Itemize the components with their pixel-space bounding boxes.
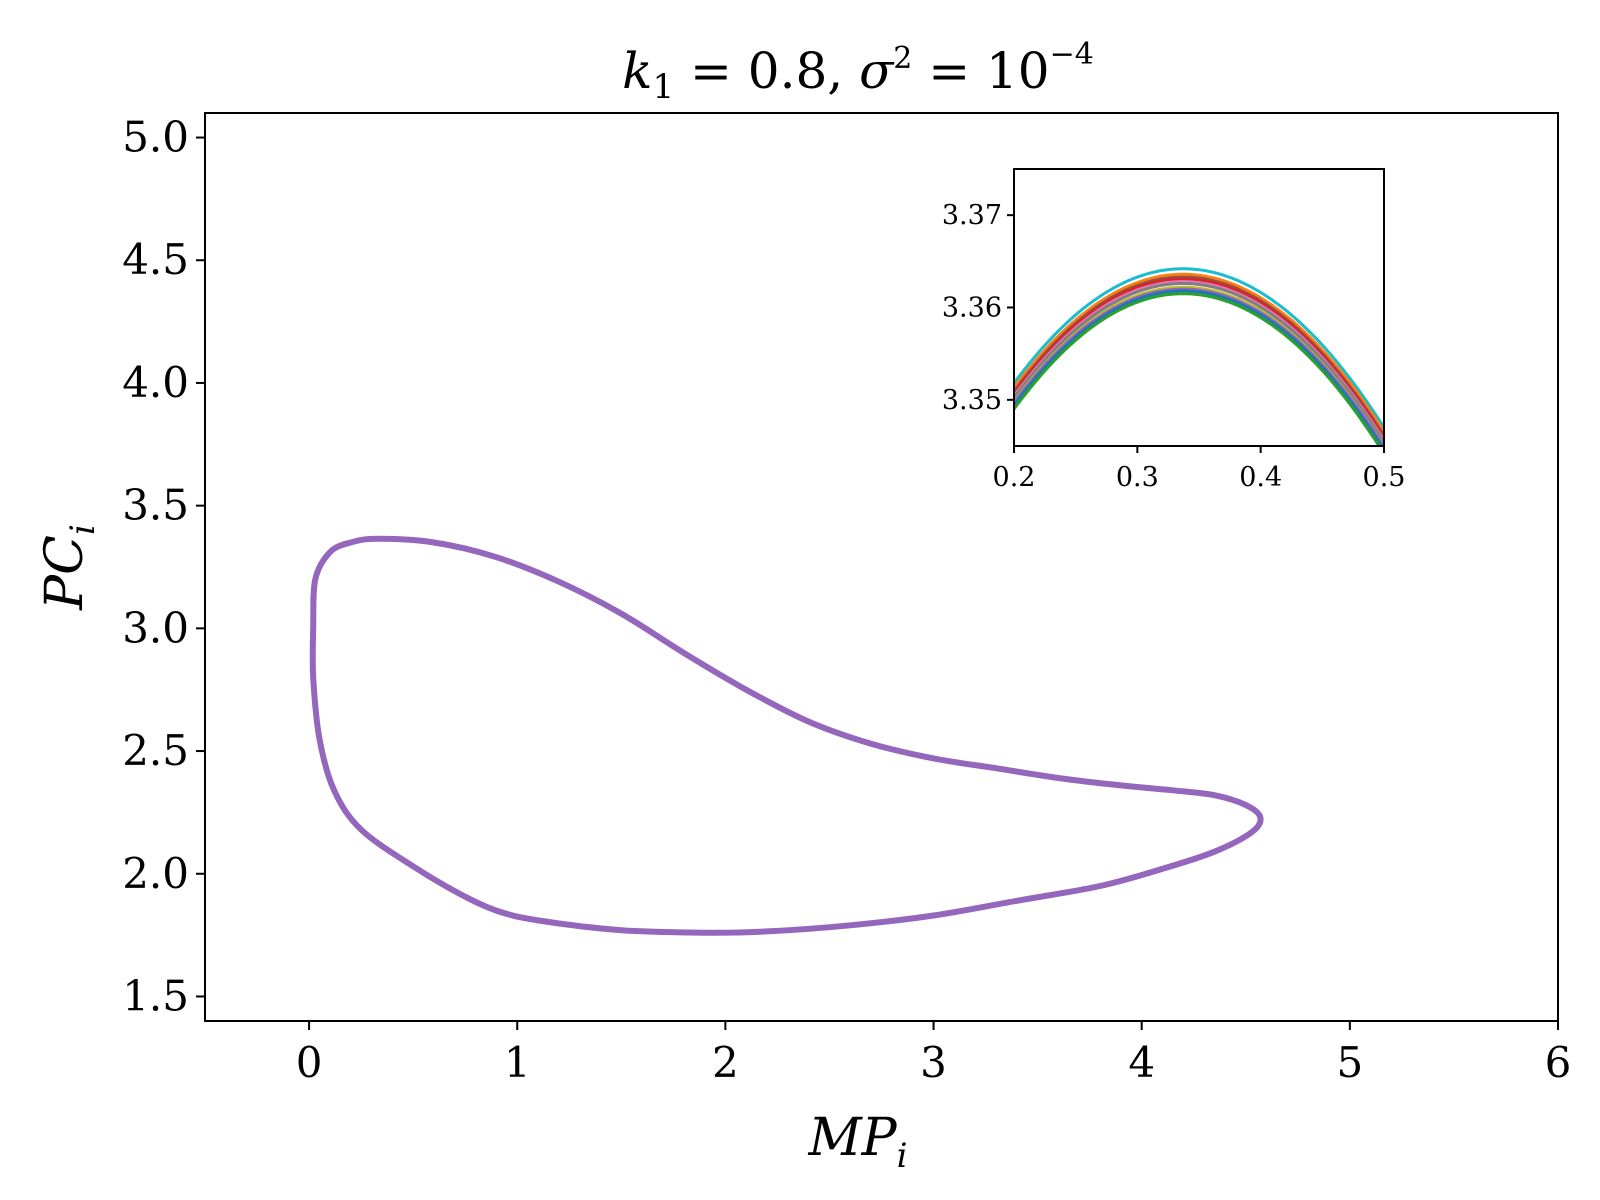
main-y-tick-label: 4.0 xyxy=(122,358,189,407)
main-x-tick-label: 0 xyxy=(296,1038,323,1087)
main-x-tick-label: 2 xyxy=(712,1038,739,1087)
title-sigma: σ xyxy=(859,42,895,100)
main-series-line xyxy=(309,535,1264,936)
main-y-tick-label: 4.5 xyxy=(122,235,189,284)
title-exponent: −4 xyxy=(1050,37,1094,72)
chart-title: k1 = 0.8, σ2 = 10−4 xyxy=(622,37,1094,107)
main-plot-area: 0 1 2 3 4 5 6 1.5 2.0 2.5 3.0 3.5 4.0 4.5 5.0 xyxy=(122,112,1572,1087)
y-axis-label-main: PC xyxy=(35,535,95,611)
main-x-ticks: 0 1 2 3 4 5 6 xyxy=(296,1021,1572,1087)
title-k-value: = 0.8, xyxy=(674,42,859,100)
main-x-tick-label: 4 xyxy=(1128,1038,1155,1087)
main-y-ticks: 1.5 2.0 2.5 3.0 3.5 4.0 4.5 5.0 xyxy=(122,113,205,1020)
main-y-tick-label: 2.5 xyxy=(122,726,189,775)
inset-x-tick-label: 0.4 xyxy=(1239,462,1282,493)
main-y-tick-label: 5.0 xyxy=(122,113,189,162)
title-k: k xyxy=(622,42,652,100)
inset-y-tick-label: 3.35 xyxy=(942,385,1002,416)
x-axis-label-subscript: i xyxy=(897,1136,908,1176)
main-x-tick-label: 6 xyxy=(1545,1038,1572,1087)
title-sigma-superscript: 2 xyxy=(893,41,912,76)
inset-series-line xyxy=(1014,272,1384,435)
x-axis-label: MPi xyxy=(807,1108,907,1176)
inset-series-line xyxy=(1014,267,1384,431)
inset-series-line xyxy=(1014,287,1384,446)
inset-series-line xyxy=(1014,289,1384,446)
inset-axes-frame xyxy=(1013,168,1385,447)
main-x-tick-label: 1 xyxy=(504,1038,531,1087)
main-x-tick-label: 3 xyxy=(920,1038,947,1087)
inset-series-line xyxy=(1014,282,1384,446)
main-y-tick-label: 2.0 xyxy=(122,849,189,898)
inset-x-tick-label: 0.2 xyxy=(993,462,1036,493)
y-axis-label-subscript: i xyxy=(63,524,103,535)
main-x-tick-label: 5 xyxy=(1336,1038,1363,1087)
title-sigma-value: = 10 xyxy=(912,42,1049,100)
title-k-subscript: 1 xyxy=(652,67,674,107)
inset-plot-area: 0.2 0.3 0.4 0.5 3.35 3.36 3.37 xyxy=(942,168,1406,493)
inset-series-line xyxy=(1014,292,1381,446)
main-y-tick-label: 3.5 xyxy=(122,481,189,530)
inset-y-tick-label: 3.36 xyxy=(942,293,1002,324)
main-y-tick-label: 3.0 xyxy=(122,603,189,652)
inset-series-group xyxy=(1014,267,1384,446)
inset-x-ticks: 0.2 0.3 0.4 0.5 xyxy=(993,446,1406,493)
inset-y-ticks: 3.35 3.36 3.37 xyxy=(942,200,1014,416)
y-axis-label: PCi xyxy=(35,524,103,611)
inset-x-tick-label: 0.3 xyxy=(1116,462,1159,493)
main-y-tick-label: 1.5 xyxy=(122,971,189,1020)
inset-series-line xyxy=(1014,277,1384,441)
main-series-group xyxy=(309,535,1264,936)
main-axes-frame xyxy=(204,112,1559,1022)
inset-y-tick-label: 3.37 xyxy=(942,200,1002,231)
x-axis-label-main: MP xyxy=(807,1108,897,1168)
inset-x-tick-label: 0.5 xyxy=(1363,462,1406,493)
